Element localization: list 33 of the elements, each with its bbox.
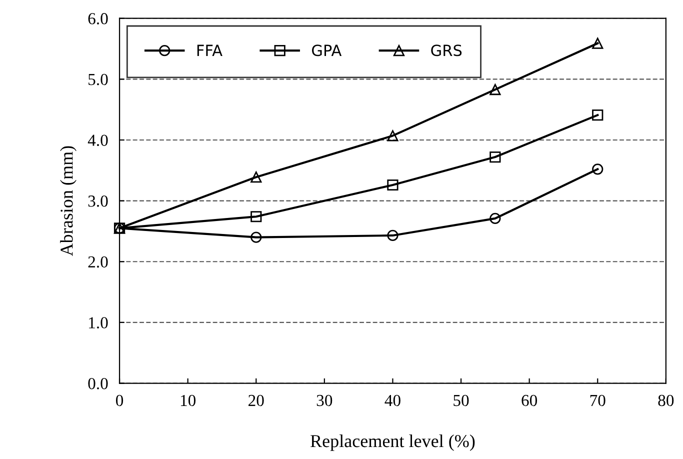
y-tick-label: 6.0 bbox=[88, 13, 108, 24]
y-tick-label: 0.0 bbox=[88, 378, 108, 390]
y-tick-label: 4.0 bbox=[88, 134, 108, 146]
y-tick-label: 5.0 bbox=[88, 74, 108, 86]
point bbox=[592, 38, 604, 49]
y-tick-label: 2.0 bbox=[88, 256, 108, 268]
y-tick-label: 3.0 bbox=[88, 196, 108, 207]
point bbox=[387, 179, 398, 191]
x-axis-title: Replacement level (%) bbox=[310, 434, 475, 451]
point bbox=[592, 110, 604, 121]
y-tick-label: 1.0 bbox=[89, 317, 108, 328]
point bbox=[250, 211, 262, 222]
point bbox=[250, 172, 262, 183]
x-tick-label: 30 bbox=[316, 394, 332, 406]
x-tick-label: 40 bbox=[384, 394, 400, 406]
point bbox=[387, 230, 398, 242]
point bbox=[490, 212, 501, 224]
y-axis-title: Abrasion (mm) bbox=[60, 146, 76, 256]
x-tick-label: 20 bbox=[248, 394, 264, 406]
point bbox=[250, 232, 262, 243]
point bbox=[592, 164, 604, 175]
x-tick-label: 70 bbox=[590, 394, 606, 406]
point bbox=[490, 84, 501, 96]
point bbox=[387, 130, 398, 142]
x-tick-label: 80 bbox=[658, 394, 674, 406]
point bbox=[490, 151, 501, 163]
x-tick-label: 0 bbox=[116, 394, 124, 406]
x-tick-label: 50 bbox=[454, 394, 469, 406]
x-tick-label: 10 bbox=[180, 394, 196, 406]
x-tick-label: 60 bbox=[522, 394, 538, 406]
legend-label: GRS bbox=[431, 44, 462, 56]
legend-label: GPA bbox=[312, 44, 342, 56]
legend-label: FFA bbox=[197, 44, 222, 56]
